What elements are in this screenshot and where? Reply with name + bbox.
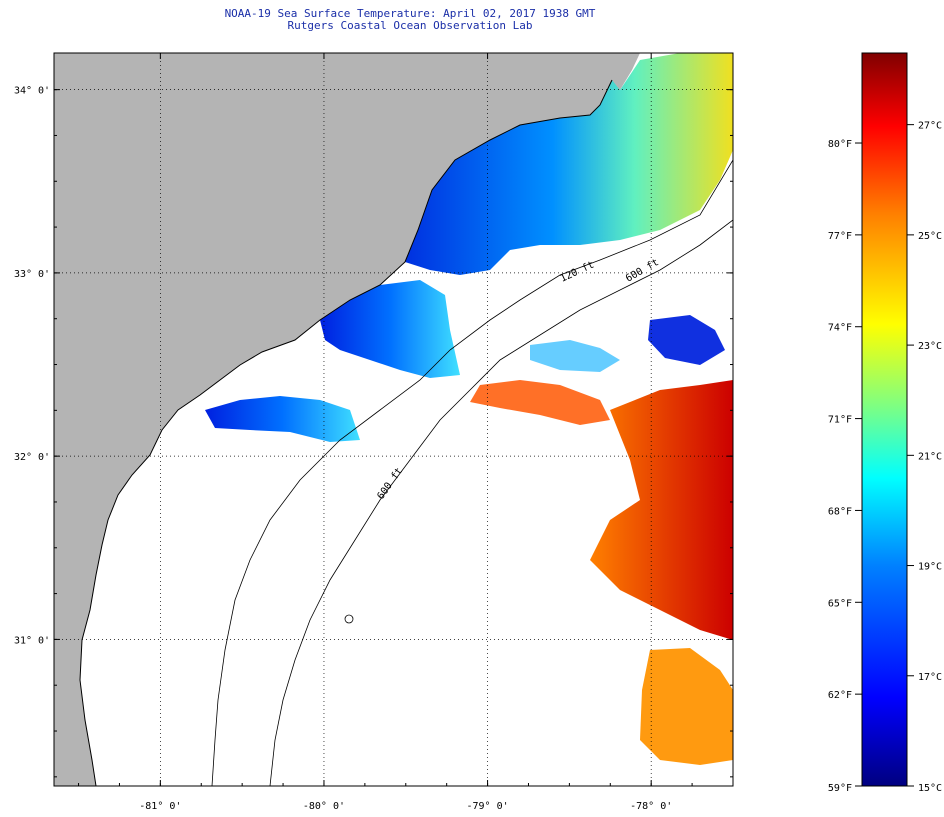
- seamount-contour: [344, 614, 354, 624]
- fahrenheit-label: 71°F: [828, 415, 852, 426]
- map-frame: [53, 52, 734, 787]
- lat-label: 31° 0': [14, 635, 50, 646]
- map-title: NOAA-19 Sea Surface Temperature: April 0…: [224, 7, 596, 20]
- cold-eddy-east: [648, 315, 725, 365]
- land-mass: [54, 53, 612, 786]
- axis-ticks: 34° 0' 33° 0' 32° 0' 31° 0' -81° 0' -80° 0' -7…: [14, 53, 733, 812]
- colorbar-labels: 27°C 25°C 23°C 21°C 19°C 17°C 15°C 80°F 77°F 74°F…: [828, 121, 942, 794]
- isobath-120ft: [211, 159, 733, 786]
- celsius-label: 25°C: [918, 231, 942, 242]
- lon-label: -79° 0': [467, 801, 509, 812]
- fahrenheit-label: 77°F: [828, 231, 852, 242]
- celsius-label: 19°C: [918, 562, 942, 573]
- fahrenheit-label: 80°F: [828, 139, 852, 150]
- colorbar: [861, 52, 908, 787]
- fahrenheit-label: 74°F: [828, 323, 852, 334]
- celsius-label: 27°C: [918, 121, 942, 132]
- celsius-label: 23°C: [918, 341, 942, 352]
- fahrenheit-label: 65°F: [828, 598, 852, 609]
- celsius-label: 17°C: [918, 672, 942, 683]
- cold-water-sc: [320, 280, 460, 378]
- mixed-water-mid: [530, 340, 620, 372]
- fahrenheit-label: 59°F: [828, 783, 852, 794]
- coastline: [79, 79, 613, 786]
- lat-label: 32° 0': [14, 452, 50, 463]
- cold-water-band: [205, 396, 360, 442]
- lon-label: -80° 0': [303, 801, 345, 812]
- warm-water-south: [640, 648, 733, 765]
- fahrenheit-label: 68°F: [828, 506, 852, 517]
- celsius-label: 15°C: [918, 783, 942, 794]
- map-subtitle: Rutgers Coastal Ocean Observation Lab: [287, 19, 533, 32]
- isobath-600ft: [269, 219, 733, 786]
- lon-label: -81° 0': [139, 801, 181, 812]
- lat-label: 34° 0': [14, 86, 50, 97]
- celsius-label: 21°C: [918, 451, 942, 462]
- cold-water-nc: [405, 53, 733, 275]
- lat-label: 33° 0': [14, 269, 50, 280]
- lon-label: -78° 0': [630, 801, 672, 812]
- map-layer: 120 ft 600 ft 600 ft: [54, 53, 733, 786]
- warm-streaks: [470, 380, 610, 425]
- fahrenheit-label: 62°F: [828, 690, 852, 701]
- warm-water-east: [590, 380, 733, 640]
